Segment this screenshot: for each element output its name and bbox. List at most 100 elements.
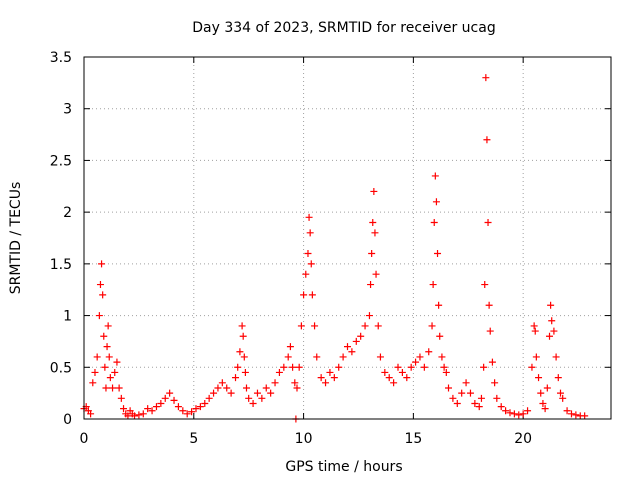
data-point: [101, 363, 109, 371]
data-point: [183, 410, 191, 418]
data-point: [240, 353, 248, 361]
data-point: [280, 363, 288, 371]
data-point: [238, 322, 246, 330]
data-point: [367, 281, 375, 289]
data-point: [249, 399, 257, 407]
data-point: [506, 409, 514, 417]
data-point: [483, 136, 491, 144]
data-point: [307, 260, 315, 268]
data-point: [99, 291, 107, 299]
data-point: [552, 353, 560, 361]
x-tick-label: 20: [514, 431, 532, 447]
data-point: [111, 368, 119, 376]
data-point: [559, 394, 567, 402]
data-point: [93, 353, 101, 361]
data-point: [535, 374, 543, 382]
data-point: [458, 389, 466, 397]
data-point: [453, 399, 461, 407]
data-point: [242, 384, 250, 392]
data-point: [484, 218, 492, 226]
data-point: [335, 363, 343, 371]
data-point: [502, 407, 510, 415]
data-point: [131, 412, 139, 420]
tick-labels: 0 5 10 15 20 0 0.5 1 1.5 2 2.5 3 3.5: [50, 50, 532, 447]
y-tick-label: 0.5: [50, 360, 72, 376]
data-point: [139, 410, 147, 418]
data-point: [89, 379, 97, 387]
grid: [84, 57, 611, 419]
data-point: [295, 363, 303, 371]
data-point: [239, 332, 247, 340]
data-point: [313, 353, 321, 361]
data-point: [546, 332, 554, 340]
data-point: [434, 250, 442, 258]
data-point: [105, 353, 113, 361]
data-point: [530, 322, 538, 330]
data-point: [547, 301, 555, 309]
data-point: [519, 410, 527, 418]
data-point: [407, 363, 415, 371]
chart-title: Day 334 of 2023, SRMTID for receiver uca…: [192, 20, 495, 36]
y-tick-label: 2.5: [50, 153, 72, 169]
data-point: [436, 332, 444, 340]
data-point: [480, 363, 488, 371]
x-axis-label: GPS time / hours: [285, 459, 402, 475]
data-point: [403, 374, 411, 382]
data-point: [148, 407, 156, 415]
y-tick-label: 1.5: [50, 257, 72, 273]
data-point: [488, 358, 496, 366]
data-point: [179, 407, 187, 415]
data-point: [157, 399, 165, 407]
data-point: [344, 343, 351, 351]
data-point: [398, 368, 406, 376]
data-point: [543, 384, 551, 392]
data-point: [210, 389, 218, 397]
data-point: [166, 389, 174, 397]
data-point: [541, 405, 549, 413]
data-point: [170, 396, 178, 404]
data-point: [306, 229, 314, 237]
data-point: [390, 379, 398, 387]
data-point: [223, 384, 231, 392]
data-point: [416, 353, 424, 361]
data-point: [357, 332, 365, 340]
data-point: [291, 379, 299, 387]
data-point: [245, 394, 253, 402]
data-point: [308, 291, 316, 299]
data-point: [491, 379, 499, 387]
data-point: [214, 384, 222, 392]
data-point: [352, 337, 360, 345]
data-point: [117, 394, 125, 402]
data-point: [106, 374, 114, 382]
data-point: [485, 301, 493, 309]
data-point: [368, 250, 376, 258]
data-point: [152, 403, 160, 411]
data-point: [567, 410, 575, 418]
data-point: [528, 363, 536, 371]
y-tick-label: 3.5: [50, 50, 72, 66]
data-point: [497, 403, 505, 411]
data-point: [361, 322, 369, 330]
data-point: [196, 403, 204, 411]
data-point: [271, 379, 279, 387]
data-point: [425, 348, 433, 356]
data-point: [524, 407, 532, 415]
data-point: [267, 389, 275, 397]
data-point: [420, 363, 428, 371]
data-point: [430, 218, 438, 226]
data-point: [300, 291, 308, 299]
data-point: [515, 411, 523, 419]
data-point: [293, 384, 301, 392]
data-point: [471, 399, 479, 407]
data-point: [135, 411, 143, 419]
data-point: [218, 379, 226, 387]
data-point: [253, 389, 261, 397]
data-point: [581, 412, 589, 420]
y-tick-label: 2: [63, 205, 72, 221]
data-point: [286, 343, 294, 351]
data-point: [192, 405, 200, 413]
data-point: [449, 394, 457, 402]
data-point: [87, 410, 95, 418]
data-point: [284, 353, 292, 361]
y-tick-label: 3: [63, 102, 72, 118]
